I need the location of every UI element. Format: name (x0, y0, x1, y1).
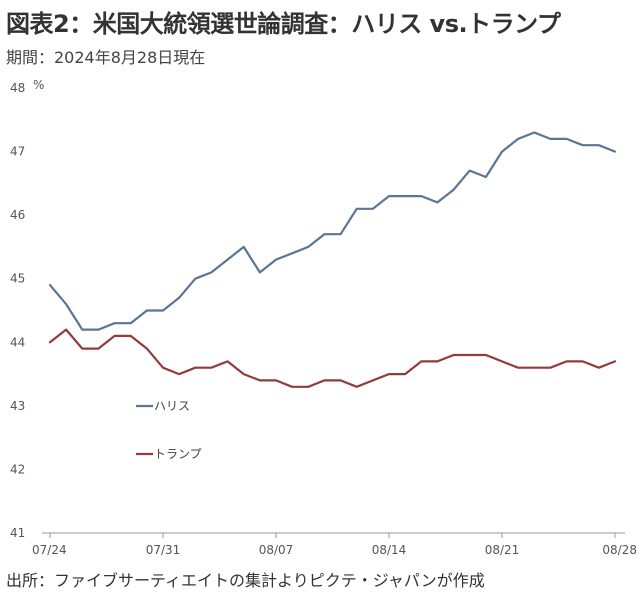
y-tick-label: 42 (10, 462, 25, 476)
y-tick-label: 45 (10, 272, 25, 286)
y-tick-label: 46 (10, 208, 25, 222)
y-tick-label: 41 (10, 526, 25, 540)
chart-title: 図表2：米国大統領選世論調査：ハリス vs.トランプ (6, 10, 561, 38)
chart-subtitle: 期間：2024年8月28日現在 (6, 48, 206, 67)
series-lines (48, 131, 617, 388)
x-tick-label: 07/31 (146, 543, 181, 557)
series-line-trump (48, 328, 617, 388)
y-tick-label: 44 (10, 335, 25, 349)
legend-label-harris: ハリス (154, 399, 190, 413)
y-tick-label: 47 (10, 145, 25, 159)
x-tick-label: 08/07 (259, 543, 294, 557)
x-tick-label: 07/24 (32, 543, 67, 557)
y-axis-unit: % (33, 78, 44, 92)
x-tick-label: 08/21 (485, 543, 520, 557)
series-line-harris (48, 131, 617, 331)
y-axis-ticks: 41 42 43 44 45 46 47 48% (10, 78, 44, 540)
x-axis-ticks: 07/24 07/31 08/07 08/14 08/21 08/28 (32, 533, 637, 557)
legend-label-trump: トランプ (154, 447, 202, 461)
x-tick-label: 08/14 (372, 543, 407, 557)
y-tick-label: 43 (10, 399, 25, 413)
y-tick-label: 48 (10, 81, 25, 95)
x-tick-label: 08/28 (602, 543, 637, 557)
source-note: 出所：ファイブサーティエイトの集計よりピクテ・ジャパンが作成 (6, 571, 485, 590)
